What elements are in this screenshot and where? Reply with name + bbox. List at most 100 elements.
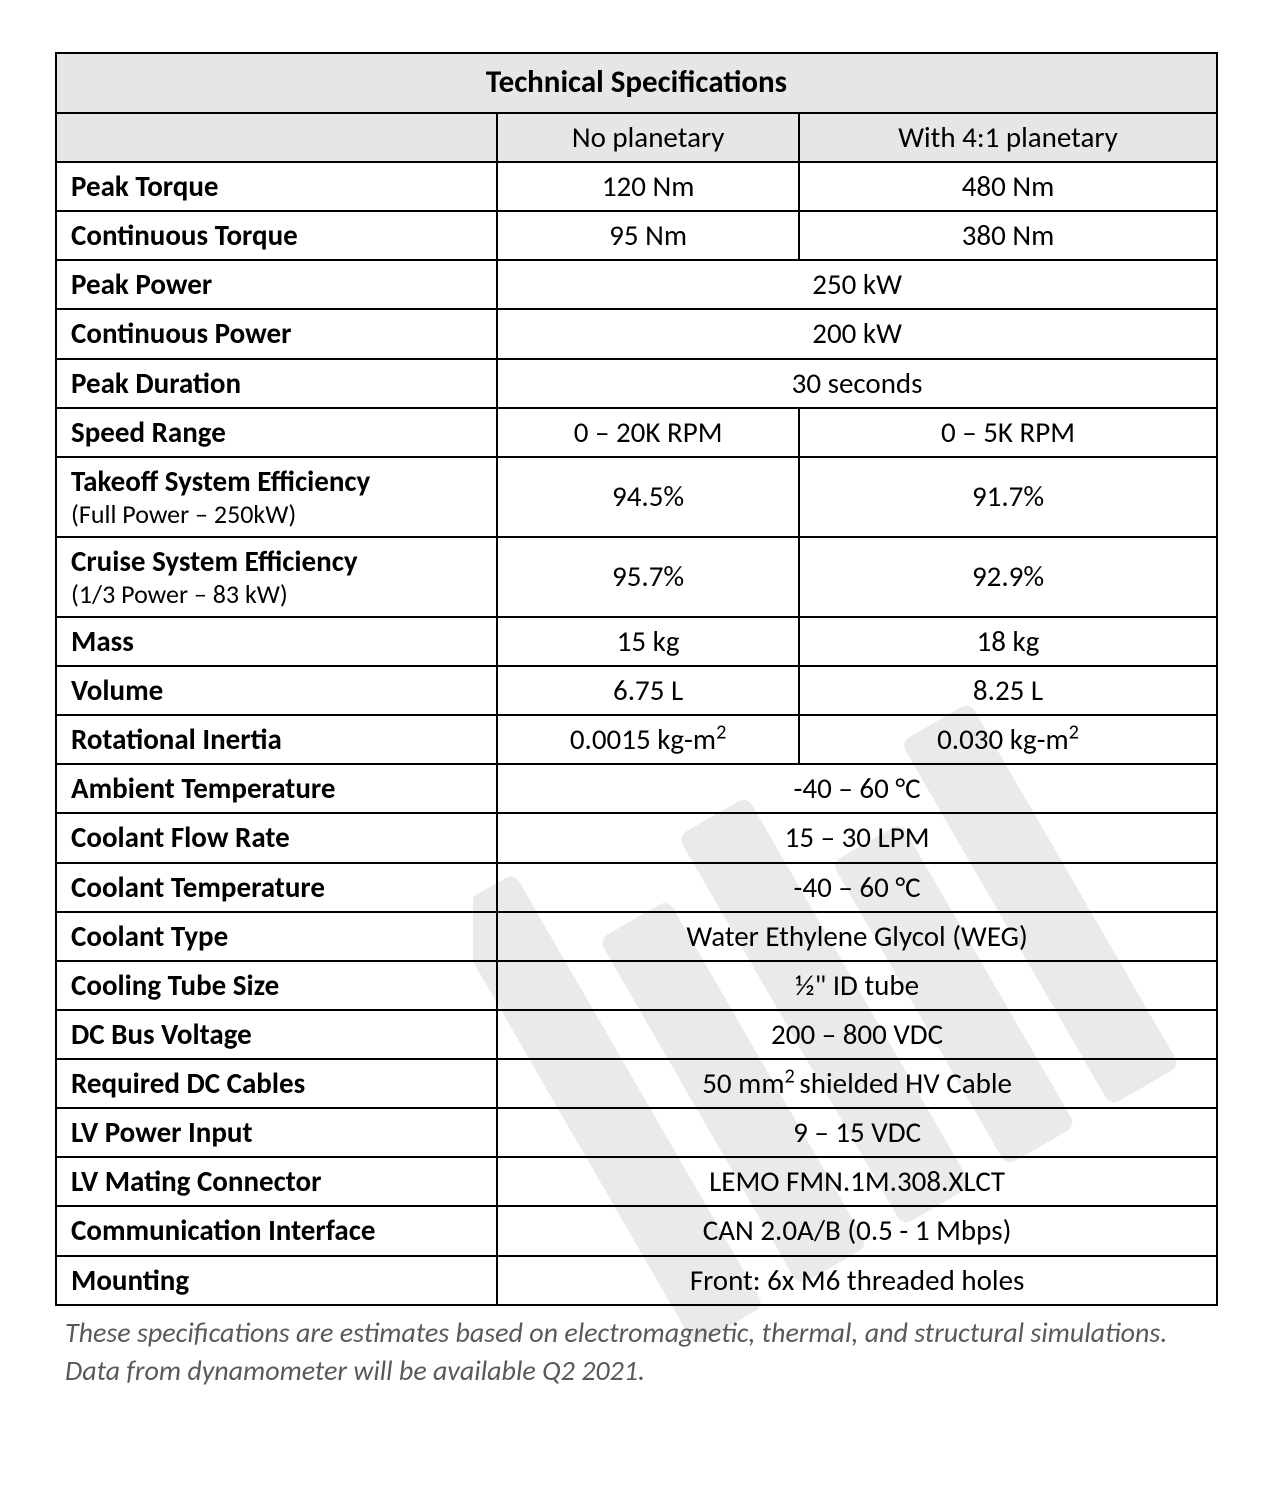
row-value-spanned: -40 – 60 °C: [497, 863, 1217, 912]
row-value-no-planetary: 0 – 20K RPM: [497, 408, 799, 457]
table-row: Coolant Temperature -40 – 60 °C: [56, 863, 1217, 912]
row-label: LV Mating Connector: [56, 1157, 497, 1206]
table-title-row: Technical Specifications: [56, 53, 1217, 113]
row-value-spanned: -40 – 60 °C: [497, 764, 1217, 813]
row-sublabel: (1/3 Power – 83 kW): [71, 579, 482, 610]
table-header-row: No planetary With 4:1 planetary: [56, 113, 1217, 162]
row-value-spanned: 15 – 30 LPM: [497, 813, 1217, 862]
row-value-spanned: 250 kW: [497, 260, 1217, 309]
row-label-text: DC Bus Voltage: [71, 1016, 252, 1052]
row-label-text: Coolant Flow Rate: [71, 819, 290, 855]
row-label: DC Bus Voltage: [56, 1010, 497, 1059]
table-row: Ambient Temperature -40 – 60 °C: [56, 764, 1217, 813]
row-value-no-planetary: 94.5%: [497, 457, 799, 537]
table-row: Speed Range 0 – 20K RPM0 – 5K RPM: [56, 408, 1217, 457]
row-label-text: Required DC Cables: [71, 1065, 305, 1101]
footnote: These specifications are estimates based…: [55, 1314, 1218, 1390]
row-label: Continuous Power: [56, 309, 497, 358]
table-row: Takeoff System Efficiency(Full Power – 2…: [56, 457, 1217, 537]
row-value-with-planetary: 480 Nm: [799, 162, 1217, 211]
row-label: Required DC Cables: [56, 1059, 497, 1108]
row-label-text: Coolant Type: [71, 918, 228, 954]
table-row: MountingFront: 6x M6 threaded holes: [56, 1256, 1217, 1305]
table-row: Required DC Cables 50 mm2 shielded HV Cab…: [56, 1059, 1217, 1108]
row-label: Coolant Type: [56, 912, 497, 961]
row-label-text: Volume: [71, 672, 163, 708]
row-label: Peak Torque: [56, 162, 497, 211]
table-row: Cruise System Efficiency(1/3 Power – 83 …: [56, 537, 1217, 617]
row-label: Speed Range: [56, 408, 497, 457]
table-row: Peak Duration 30 seconds: [56, 359, 1217, 408]
table-row: Peak Power 250 kW: [56, 260, 1217, 309]
row-label: Continuous Torque: [56, 211, 497, 260]
table-row: Mass15 kg18 kg: [56, 617, 1217, 666]
row-label-text: Continuous Power: [71, 315, 291, 351]
table-row: Coolant Flow Rate 15 – 30 LPM: [56, 813, 1217, 862]
row-value-spanned: LEMO FMN.1M.308.XLCT: [497, 1157, 1217, 1206]
header-empty: [56, 113, 497, 162]
row-value-no-planetary: 0.0015 kg-m2: [497, 715, 799, 764]
row-label-text: Continuous Torque: [71, 217, 298, 253]
table-row: Communication Interface CAN 2.0A/B (0.5 -…: [56, 1206, 1217, 1255]
row-label-text: Ambient Temperature: [71, 770, 335, 806]
table-title: Technical Specifications: [56, 53, 1217, 113]
row-label-text: Takeoff System Efficiency: [71, 463, 370, 499]
table-row: LV Power Input 9 – 15 VDC: [56, 1108, 1217, 1157]
specs-table: Technical Specifications No planetary Wi…: [55, 52, 1218, 1306]
row-label-text: LV Mating Connector: [71, 1163, 321, 1199]
row-value-spanned: 200 – 800 VDC: [497, 1010, 1217, 1059]
row-sublabel: (Full Power – 250kW): [71, 499, 482, 530]
row-label: Peak Duration: [56, 359, 497, 408]
row-label: Rotational Inertia: [56, 715, 497, 764]
row-label: Peak Power: [56, 260, 497, 309]
row-label: Coolant Flow Rate: [56, 813, 497, 862]
row-label: Coolant Temperature: [56, 863, 497, 912]
table-row: LV Mating Connector LEMO FMN.1M.308.XLCT: [56, 1157, 1217, 1206]
row-label: Communication Interface: [56, 1206, 497, 1255]
row-value-no-planetary: 15 kg: [497, 617, 799, 666]
row-label-text: LV Power Input: [71, 1114, 253, 1150]
row-label: Cooling Tube Size: [56, 961, 497, 1010]
row-label-text: Cooling Tube Size: [71, 967, 279, 1003]
table-row: Cooling Tube Size ½" ID tube: [56, 961, 1217, 1010]
table-row: DC Bus Voltage 200 – 800 VDC: [56, 1010, 1217, 1059]
row-label: Takeoff System Efficiency(Full Power – 2…: [56, 457, 497, 537]
table-row: Peak Torque 120 Nm480 Nm: [56, 162, 1217, 211]
row-label: LV Power Input: [56, 1108, 497, 1157]
table-row: Rotational Inertia0.0015 kg-m20.030 kg-m…: [56, 715, 1217, 764]
row-label: Mounting: [56, 1256, 497, 1305]
row-value-spanned: 30 seconds: [497, 359, 1217, 408]
row-value-no-planetary: 120 Nm: [497, 162, 799, 211]
header-no-planetary: No planetary: [497, 113, 799, 162]
row-label: Mass: [56, 617, 497, 666]
row-value-no-planetary: 95 Nm: [497, 211, 799, 260]
row-value-spanned: 200 kW: [497, 309, 1217, 358]
row-value-with-planetary: 0 – 5K RPM: [799, 408, 1217, 457]
row-value-spanned: CAN 2.0A/B (0.5 - 1 Mbps): [497, 1206, 1217, 1255]
table-row: Coolant Type Water Ethylene Glycol (WEG): [56, 912, 1217, 961]
table-row: Volume 6.75 L8.25 L: [56, 666, 1217, 715]
row-value-no-planetary: 95.7%: [497, 537, 799, 617]
row-value-spanned: 9 – 15 VDC: [497, 1108, 1217, 1157]
table-row: Continuous Power 200 kW: [56, 309, 1217, 358]
header-with-planetary: With 4:1 planetary: [799, 113, 1217, 162]
row-value-spanned: ½" ID tube: [497, 961, 1217, 1010]
row-value-spanned: Water Ethylene Glycol (WEG): [497, 912, 1217, 961]
row-value-spanned: 50 mm2 shielded HV Cable: [497, 1059, 1217, 1108]
row-label-text: Cruise System Efficiency: [71, 543, 358, 579]
row-label-text: Rotational Inertia: [71, 721, 282, 757]
row-value-with-planetary: 91.7%: [799, 457, 1217, 537]
row-value-spanned: Front: 6x M6 threaded holes: [497, 1256, 1217, 1305]
row-label-text: Peak Power: [71, 266, 212, 302]
row-label-text: Peak Duration: [71, 365, 241, 401]
row-value-with-planetary: 18 kg: [799, 617, 1217, 666]
row-label-text: Speed Range: [71, 414, 226, 450]
row-label-text: Coolant Temperature: [71, 869, 325, 905]
row-label-text: Communication Interface: [71, 1212, 375, 1248]
row-label-text: Peak Torque: [71, 168, 218, 204]
row-label: Cruise System Efficiency(1/3 Power – 83 …: [56, 537, 497, 617]
row-label: Volume: [56, 666, 497, 715]
row-value-no-planetary: 6.75 L: [497, 666, 799, 715]
row-value-with-planetary: 380 Nm: [799, 211, 1217, 260]
row-value-with-planetary: 8.25 L: [799, 666, 1217, 715]
